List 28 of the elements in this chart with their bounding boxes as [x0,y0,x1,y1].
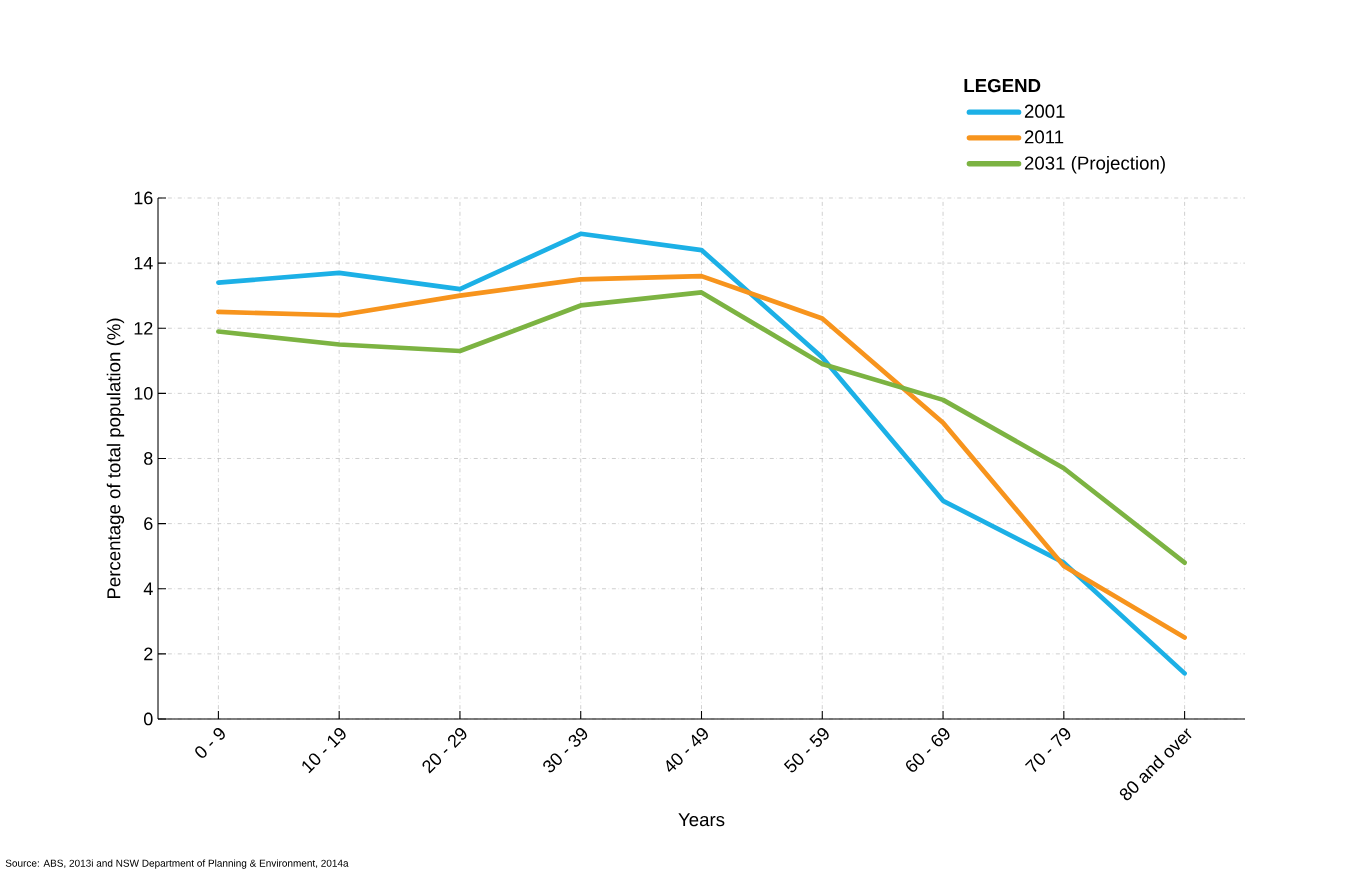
y-tick-label: 4 [143,582,153,595]
y-tick-label: 10 [134,386,153,400]
x-tick-label: 70 - 79 [1024,728,1071,772]
legend-title: LEGEND [964,78,1041,93]
x-tick-label: 10 - 19 [302,728,346,774]
y-tick-label: 14 [134,256,153,270]
y-tick-label: 12 [134,321,153,335]
source-note: Source: ABS, 2013i and NSW Department of Planning & Environment, 2014a [5,859,349,869]
legend-label: 2011 [1024,130,1064,144]
y-tick-label: 0 [144,712,153,726]
x-tick-label: 0 - 9 [195,728,225,758]
line-series [216,290,1187,566]
x-tick-label: 20 - 29 [422,728,467,774]
x-tick-label: 50 - 59 [783,728,829,773]
x-tick-label: 40 - 49 [666,728,708,772]
x-tick-label: 30 - 39 [543,728,588,773]
line-series [216,273,1187,640]
y-tick-label: 8 [144,452,153,465]
x-axis-title: Years [678,813,725,827]
y-tick-label: 16 [134,191,153,205]
legend-label: 2031 (Projection) [1024,156,1165,174]
x-tick-label: 60 - 69 [906,728,950,772]
y-tick-label: 2 [144,647,153,661]
y-tick-label: 6 [144,517,153,530]
x-tick-label: 80 and over [1119,728,1192,801]
y-axis-title: Percentage of total population (%) [106,318,125,599]
line-series [216,231,1187,676]
legend-label: 2001 [1024,104,1065,118]
